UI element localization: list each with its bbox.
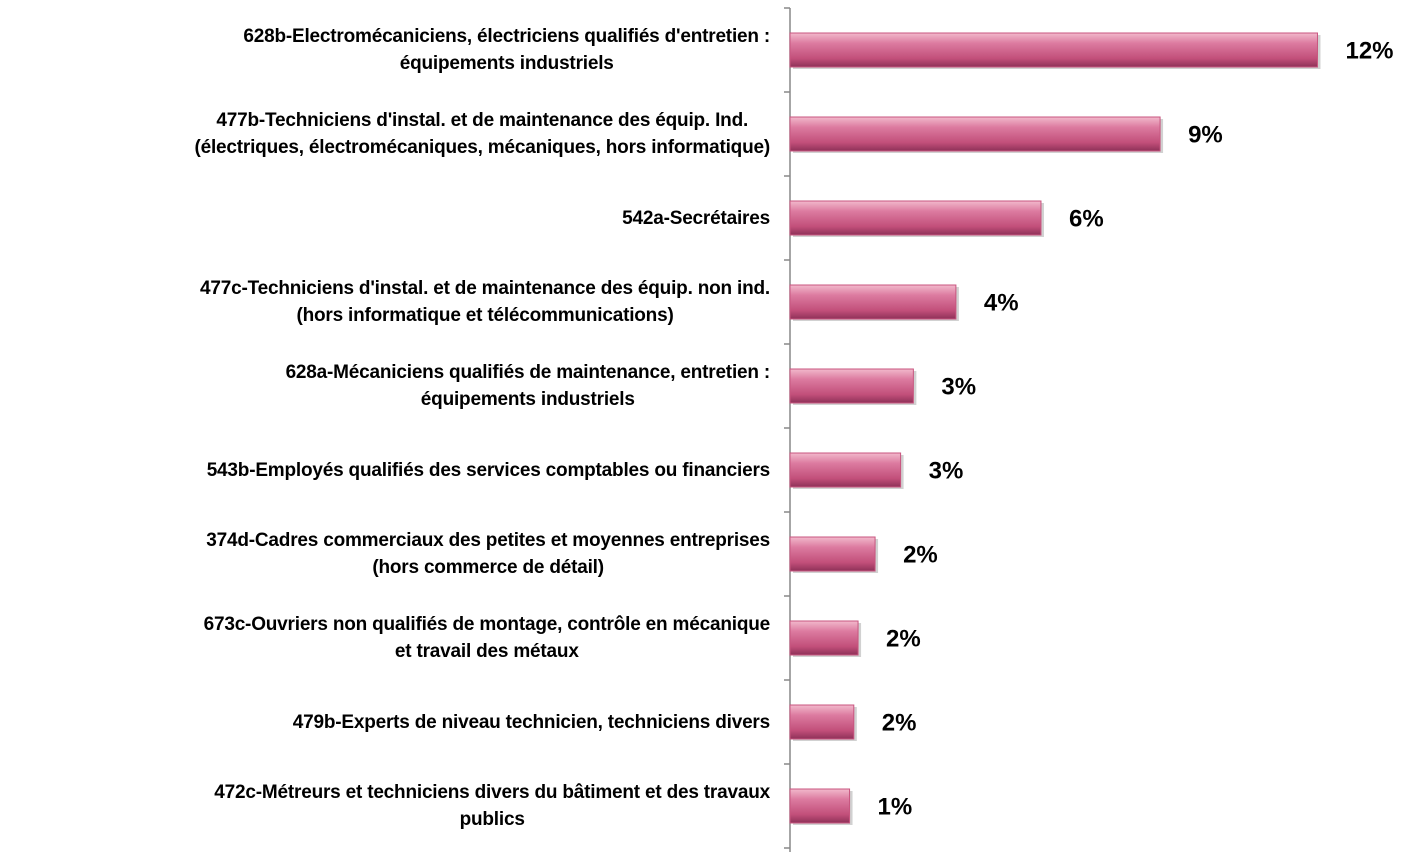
y-tick-label: 477b-Techniciens d'instal. et de mainten… bbox=[194, 110, 770, 158]
category-label-box: 628a-Mécaniciens qualifiés de maintenanc… bbox=[0, 344, 771, 428]
y-tick-label: 479b-Experts de niveau technicien, techn… bbox=[292, 711, 770, 733]
value-label: 2% bbox=[903, 541, 938, 568]
bar bbox=[789, 284, 957, 320]
category-label-box: 628b-Electromécaniciens, électriciens qu… bbox=[0, 8, 770, 92]
y-tick-label: 673c-Ouvriers non qualifiés de montage, … bbox=[203, 614, 771, 662]
y-tick-label: 374d-Cadres commerciaux des petites et m… bbox=[206, 530, 770, 578]
bar bbox=[789, 788, 851, 824]
bar bbox=[789, 116, 1161, 152]
y-tick-label: 542a-Secrétaires bbox=[622, 207, 770, 229]
category-label-box: 479b-Experts de niveau technicien, techn… bbox=[0, 680, 770, 764]
category-label-box: 477c-Techniciens d'instal. et de mainten… bbox=[0, 260, 770, 344]
category-label-box: 673c-Ouvriers non qualifiés de montage, … bbox=[0, 596, 771, 680]
category-label-box: 374d-Cadres commerciaux des petites et m… bbox=[0, 512, 770, 596]
bar bbox=[789, 536, 876, 572]
value-label: 6% bbox=[1069, 205, 1104, 232]
bar bbox=[789, 704, 855, 740]
value-label: 3% bbox=[941, 373, 976, 400]
value-label: 3% bbox=[929, 457, 964, 484]
bar bbox=[789, 452, 902, 488]
bar bbox=[789, 200, 1042, 236]
value-label: 4% bbox=[984, 289, 1019, 316]
category-label-box: 542a-Secrétaires bbox=[0, 176, 770, 260]
bar bbox=[789, 32, 1318, 68]
value-label: 9% bbox=[1188, 121, 1223, 148]
category-label-box: 543b-Employés qualifiés des services com… bbox=[0, 428, 771, 512]
y-tick-label: 472c-Métreurs et techniciens divers du b… bbox=[214, 782, 770, 830]
category-label-box: 472c-Métreurs et techniciens divers du b… bbox=[0, 764, 770, 848]
y-tick-label: 477c-Techniciens d'instal. et de mainten… bbox=[200, 278, 770, 326]
y-tick-label: 628a-Mécaniciens qualifiés de maintenanc… bbox=[285, 362, 771, 410]
value-label: 2% bbox=[882, 709, 917, 736]
category-label-box: 477b-Techniciens d'instal. et de mainten… bbox=[0, 92, 770, 176]
value-label: 2% bbox=[886, 625, 921, 652]
y-tick-label: 628b-Electromécaniciens, électriciens qu… bbox=[243, 26, 770, 74]
value-label: 1% bbox=[878, 793, 913, 820]
y-tick-label: 543b-Employés qualifiés des services com… bbox=[206, 459, 771, 481]
bar bbox=[789, 368, 914, 404]
bar bbox=[789, 620, 859, 656]
value-label: 12% bbox=[1345, 37, 1393, 64]
